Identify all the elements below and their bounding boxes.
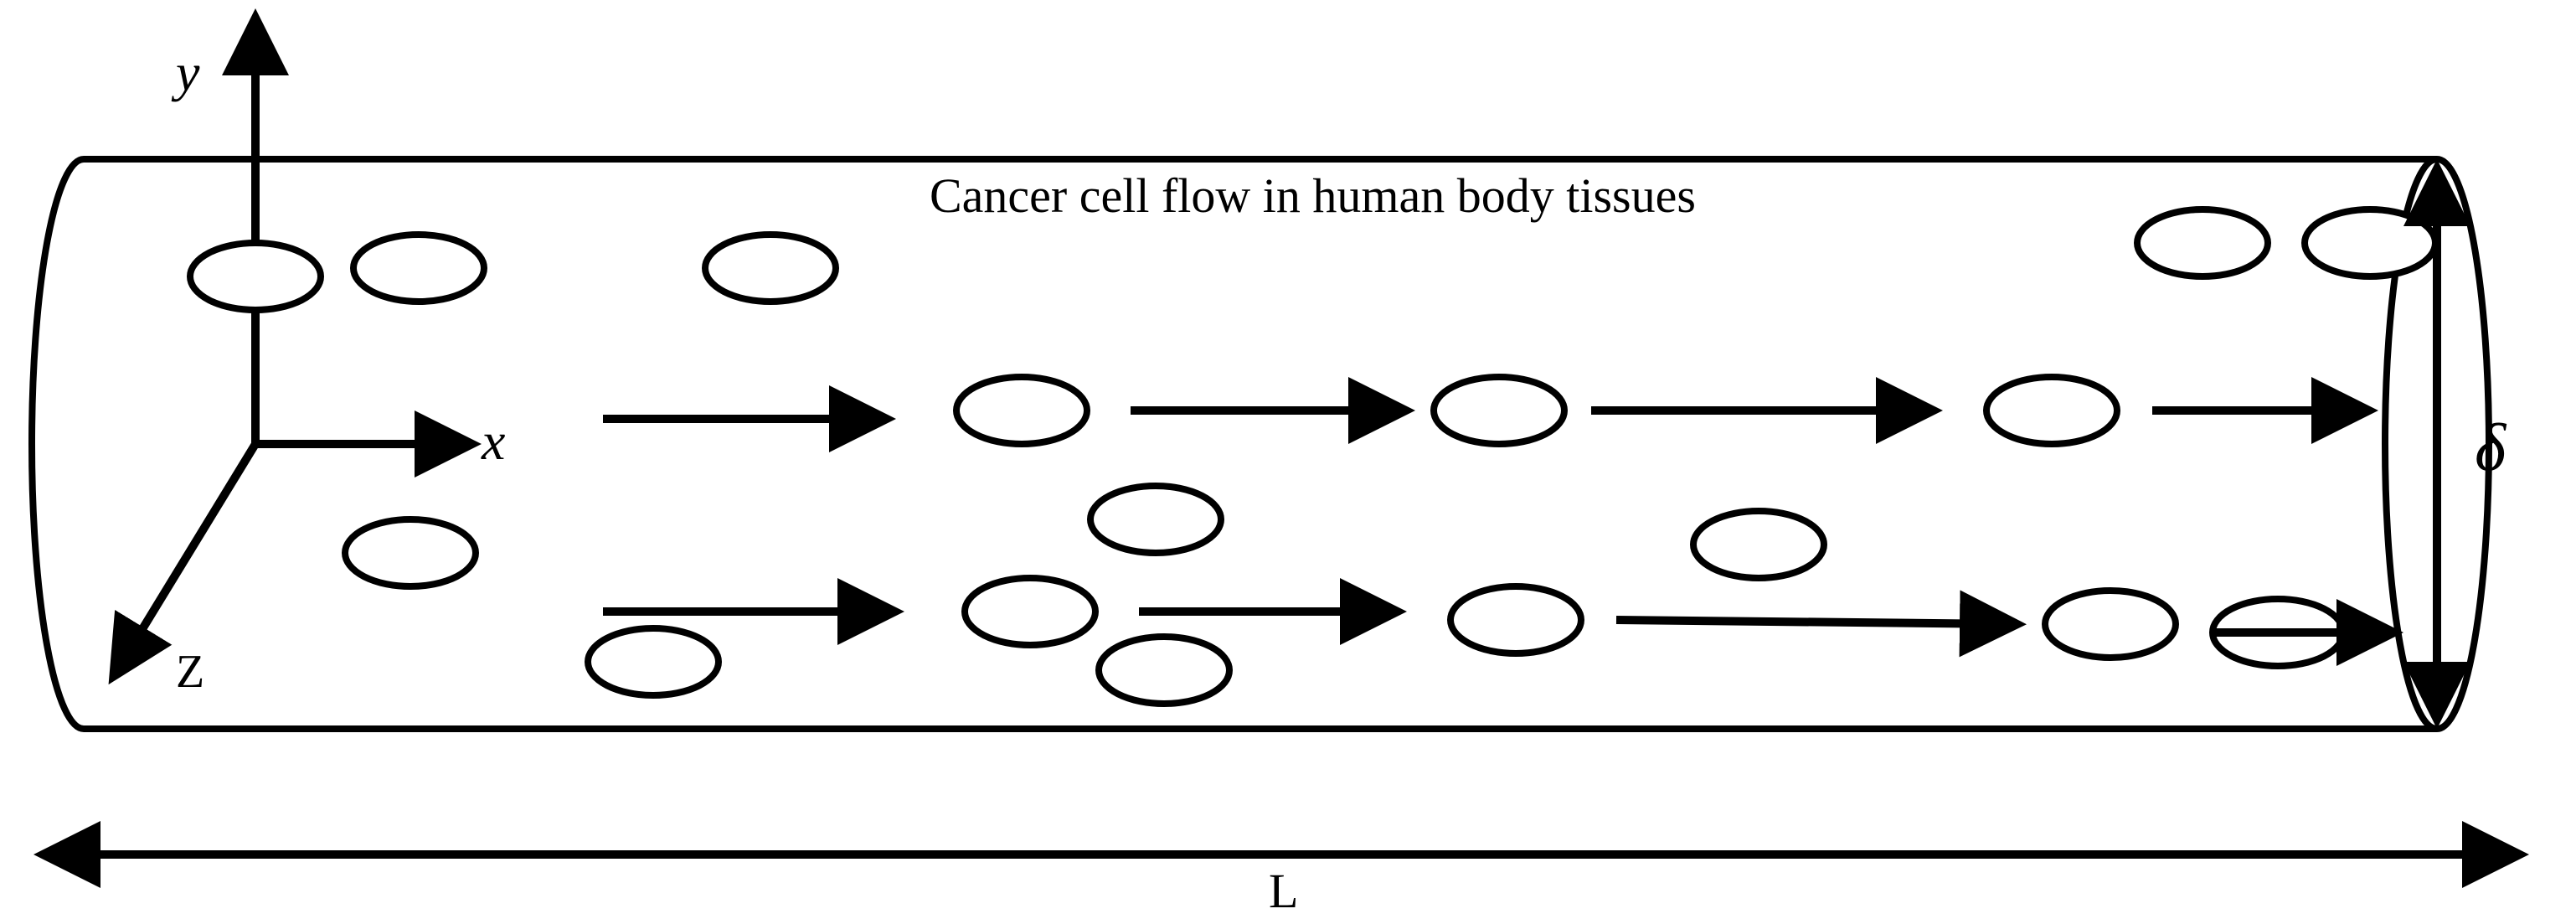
delta-label: δ xyxy=(2475,410,2506,487)
axis-label-z: Z xyxy=(176,645,204,699)
diagram-svg xyxy=(0,0,2576,916)
diagram-canvas: Cancer cell flow in human body tissues x… xyxy=(0,0,2576,916)
diagram-title: Cancer cell flow in human body tissues xyxy=(930,168,1696,224)
length-label: L xyxy=(1269,863,1298,919)
axis-label-y: y xyxy=(176,42,199,104)
axis-label-x: x xyxy=(482,410,505,472)
cancer-cells xyxy=(190,209,2435,704)
